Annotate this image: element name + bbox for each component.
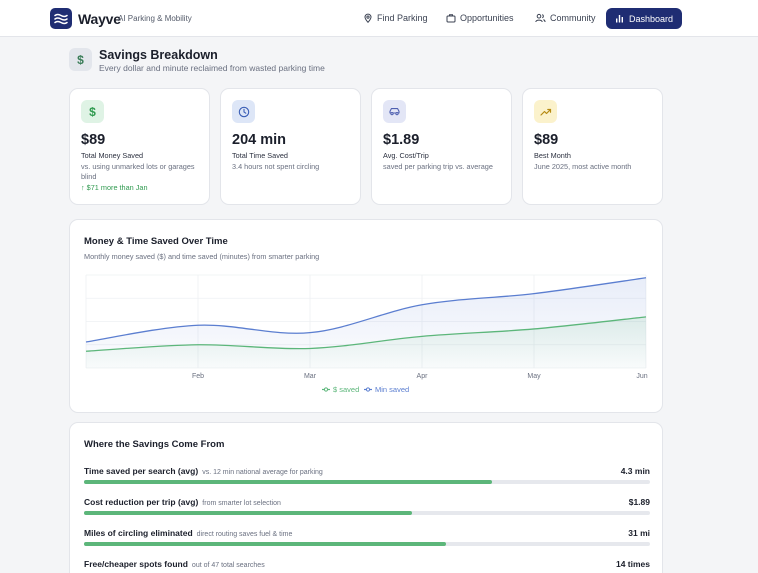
stat-card-total-time: 204 min Total Time Saved 3.4 hours not s… bbox=[220, 88, 361, 205]
progress-fill bbox=[84, 511, 413, 515]
stat-label: Best Month bbox=[534, 151, 571, 160]
breakdown-title: Where the Savings Come From bbox=[84, 439, 225, 450]
breakdown-row: Cost reduction per trip (avg) from smarte… bbox=[84, 497, 650, 519]
x-tick-label: Apr bbox=[417, 373, 429, 380]
nav-community[interactable]: Community bbox=[535, 13, 596, 23]
breakdown-note: from smarter lot selection bbox=[202, 500, 281, 507]
stat-card-total-money: $ $89 Total Money Saved vs. using unmark… bbox=[69, 88, 210, 205]
dollar-icon: $ bbox=[69, 48, 92, 71]
stat-label: Avg. Cost/Trip bbox=[383, 151, 429, 160]
stat-card-avg-cost: $1.89 Avg. Cost/Trip saved per parking t… bbox=[371, 88, 512, 205]
brand-name[interactable]: Wayve bbox=[78, 11, 121, 27]
stat-card-best-month: $89 Best Month June 2025, most active mo… bbox=[522, 88, 663, 205]
savings-line-chart: Feb Mar Apr May Jun $ saved Min saved bbox=[85, 274, 648, 394]
breakdown-note: vs. 12 min national average for parking bbox=[202, 469, 323, 476]
stat-value: $89 bbox=[81, 132, 106, 148]
stat-label: Total Time Saved bbox=[232, 151, 288, 160]
breakdown-value: $1.89 bbox=[628, 497, 650, 507]
nav-find-parking-label: Find Parking bbox=[377, 13, 428, 23]
legend-label: Min saved bbox=[375, 385, 409, 394]
trending-up-icon bbox=[534, 100, 557, 123]
nav-opportunities-label: Opportunities bbox=[460, 13, 514, 23]
chart-subtitle: Monthly money saved ($) and time saved (… bbox=[84, 252, 320, 261]
progress-track bbox=[84, 542, 650, 546]
breakdown-row-label: Time saved per search (avg) vs. 12 min na… bbox=[84, 466, 323, 476]
legend-label: $ saved bbox=[333, 385, 359, 394]
stat-value: $1.89 bbox=[383, 132, 420, 148]
top-navigation-bar: Wayve AI Parking & Mobility Find Parking… bbox=[0, 0, 758, 37]
page-title: Savings Breakdown bbox=[99, 48, 218, 62]
breakdown-note: out of 47 total searches bbox=[191, 562, 265, 569]
breakdown-value: 4.3 min bbox=[620, 466, 650, 476]
series-line-saved[interactable] bbox=[85, 316, 647, 352]
stat-description: vs. using unmarked lots or garages blind bbox=[81, 162, 195, 181]
nav-community-label: Community bbox=[550, 13, 596, 23]
nav-dashboard-label: Dashboard bbox=[628, 13, 674, 24]
brand-tagline: AI Parking & Mobility bbox=[118, 14, 192, 23]
breakdown-label-text: Time saved per search (avg) bbox=[84, 466, 199, 476]
savings-chart-card: Money & Time Saved Over Time Monthly mon… bbox=[69, 219, 663, 413]
map-pin-icon bbox=[364, 13, 372, 23]
progress-track bbox=[84, 511, 650, 515]
series-line-minsaved[interactable] bbox=[85, 277, 647, 343]
nav-opportunities[interactable]: Opportunities bbox=[446, 13, 514, 23]
stat-value: $89 bbox=[534, 132, 559, 148]
breakdown-row-label: Cost reduction per trip (avg) from smarte… bbox=[84, 497, 281, 507]
breakdown-value: 31 mi bbox=[628, 528, 650, 538]
breakdown-label-text: Miles of circling eliminated bbox=[84, 528, 193, 538]
stat-trend: ↑ $71 more than Jan bbox=[81, 183, 148, 192]
nav-find-parking[interactable]: Find Parking bbox=[363, 13, 428, 23]
series-area-saved bbox=[86, 316, 646, 368]
progress-fill bbox=[84, 480, 492, 484]
stat-description: saved per parking trip vs. average bbox=[383, 162, 493, 171]
x-tick-label: Mar bbox=[304, 373, 317, 380]
breakdown-label-text: Free/cheaper spots found bbox=[84, 559, 188, 569]
progress-track bbox=[84, 480, 650, 484]
breakdown-value: 14 times bbox=[615, 559, 650, 569]
savings-sources-card: Where the Savings Come From Time saved p… bbox=[69, 422, 663, 573]
briefcase-icon bbox=[446, 14, 456, 23]
page-subtitle: Every dollar and minute reclaimed from w… bbox=[99, 63, 325, 73]
nav-dashboard-button[interactable]: Dashboard bbox=[606, 8, 682, 29]
car-icon bbox=[383, 100, 406, 123]
stat-description: June 2025, most active month bbox=[534, 162, 632, 171]
breakdown-row-label: Miles of circling eliminated direct routi… bbox=[84, 528, 292, 538]
chart-title: Money & Time Saved Over Time bbox=[84, 236, 228, 247]
clock-icon bbox=[232, 100, 255, 123]
breakdown-note: direct routing saves fuel & time bbox=[196, 531, 293, 538]
stat-description: 3.4 hours not spent circling bbox=[232, 162, 320, 171]
wave-logo-icon[interactable] bbox=[50, 8, 72, 29]
legend-item[interactable]: Min saved bbox=[364, 385, 409, 394]
bar-chart-icon bbox=[615, 15, 623, 23]
x-tick-label: Feb bbox=[192, 373, 204, 380]
legend-item[interactable]: $ saved bbox=[322, 385, 359, 394]
users-icon bbox=[535, 13, 546, 23]
dollar-icon: $ bbox=[81, 100, 104, 123]
x-tick-label: Jun bbox=[636, 373, 647, 380]
breakdown-row: Miles of circling eliminated direct routi… bbox=[84, 528, 650, 550]
progress-fill bbox=[84, 542, 447, 546]
stat-label: Total Money Saved bbox=[81, 151, 144, 160]
breakdown-row: Time saved per search (avg) vs. 12 min na… bbox=[84, 466, 650, 488]
stat-value: 204 min bbox=[232, 132, 286, 148]
breakdown-row: Free/cheaper spots found out of 47 total … bbox=[84, 559, 650, 573]
x-tick-label: May bbox=[527, 373, 541, 380]
breakdown-row-label: Free/cheaper spots found out of 47 total … bbox=[84, 559, 265, 569]
breakdown-label-text: Cost reduction per trip (avg) bbox=[84, 497, 199, 507]
